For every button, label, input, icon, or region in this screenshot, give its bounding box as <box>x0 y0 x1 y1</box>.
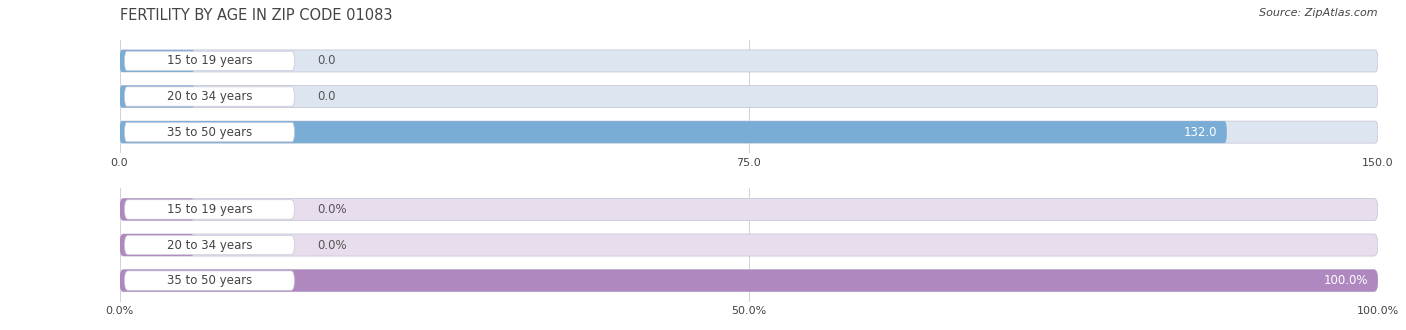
Text: 35 to 50 years: 35 to 50 years <box>167 126 252 139</box>
FancyBboxPatch shape <box>125 87 294 106</box>
Text: 100.0%: 100.0% <box>1323 274 1368 287</box>
Text: 15 to 19 years: 15 to 19 years <box>167 54 252 67</box>
Text: 0.0: 0.0 <box>318 90 336 103</box>
Text: 0.0%: 0.0% <box>318 203 347 216</box>
Text: 20 to 34 years: 20 to 34 years <box>167 90 252 103</box>
FancyBboxPatch shape <box>120 50 1378 72</box>
FancyBboxPatch shape <box>120 270 1378 292</box>
FancyBboxPatch shape <box>120 50 195 72</box>
FancyBboxPatch shape <box>125 271 294 290</box>
FancyBboxPatch shape <box>125 235 294 255</box>
Text: Source: ZipAtlas.com: Source: ZipAtlas.com <box>1260 8 1378 18</box>
FancyBboxPatch shape <box>120 198 195 220</box>
Text: 0.0%: 0.0% <box>318 239 347 251</box>
Text: 15 to 19 years: 15 to 19 years <box>167 203 252 216</box>
FancyBboxPatch shape <box>125 51 294 71</box>
FancyBboxPatch shape <box>120 85 195 108</box>
Text: 0.0: 0.0 <box>318 54 336 67</box>
FancyBboxPatch shape <box>120 198 1378 220</box>
Text: 20 to 34 years: 20 to 34 years <box>167 239 252 251</box>
FancyBboxPatch shape <box>120 234 195 256</box>
Text: 35 to 50 years: 35 to 50 years <box>167 274 252 287</box>
Text: FERTILITY BY AGE IN ZIP CODE 01083: FERTILITY BY AGE IN ZIP CODE 01083 <box>120 8 392 23</box>
FancyBboxPatch shape <box>120 121 1227 143</box>
FancyBboxPatch shape <box>120 270 1378 292</box>
FancyBboxPatch shape <box>120 85 1378 108</box>
FancyBboxPatch shape <box>120 234 1378 256</box>
Text: 132.0: 132.0 <box>1184 126 1216 139</box>
FancyBboxPatch shape <box>120 121 1378 143</box>
FancyBboxPatch shape <box>125 122 294 142</box>
FancyBboxPatch shape <box>125 200 294 219</box>
